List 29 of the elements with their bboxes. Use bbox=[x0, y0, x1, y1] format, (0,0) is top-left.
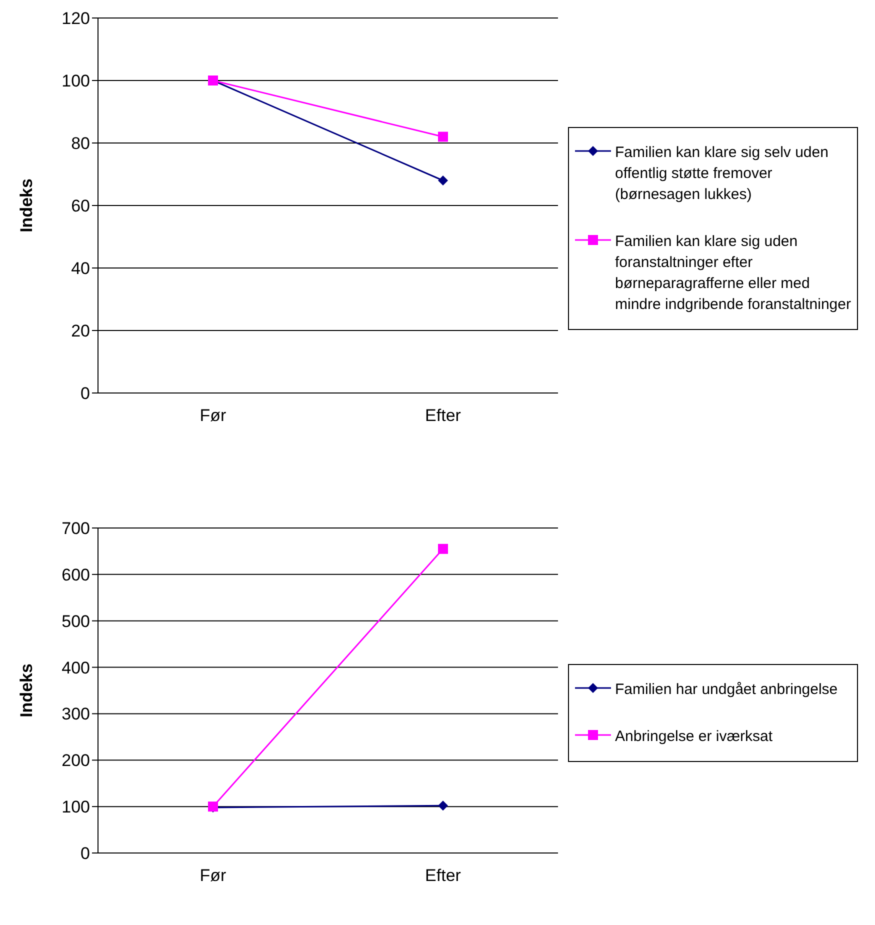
y-tick-label: 500 bbox=[62, 612, 90, 631]
y-tick-label: 600 bbox=[62, 565, 90, 584]
point bbox=[438, 544, 448, 554]
y-axis-title: Indeks bbox=[17, 664, 36, 718]
point bbox=[438, 800, 448, 811]
y-tick-label: 20 bbox=[71, 322, 90, 341]
legend-label: Familien kan klare sig selv uden offentlig støtte fremover (børnesagen lukkes) bbox=[615, 142, 830, 204]
y-tick-label: 60 bbox=[71, 196, 90, 216]
y-axis-title: Indeks bbox=[17, 178, 36, 232]
x-tick-label: Efter bbox=[425, 406, 462, 426]
y-tick-label: 120 bbox=[62, 9, 90, 28]
x-tick-label: Før bbox=[200, 406, 227, 426]
x-tick-label: Efter bbox=[425, 866, 462, 886]
y-tick-label: 400 bbox=[62, 658, 90, 678]
y-tick-label: 700 bbox=[62, 519, 90, 538]
point bbox=[438, 176, 448, 186]
x-tick-label: Før bbox=[200, 866, 227, 886]
y-tick-label: 100 bbox=[62, 72, 90, 91]
y-tick-label: 40 bbox=[71, 259, 90, 278]
legend-label: Familien kan klare sig uden foranstaltninger efter børneparagrafferne eller med mindre indgribende foranstaltninger bbox=[615, 232, 852, 314]
y-tick-label: 80 bbox=[71, 134, 90, 154]
y-tick-label: 0 bbox=[80, 844, 90, 864]
legend-label: Anbringelse er iværksat bbox=[615, 727, 773, 747]
y-tick-label: 300 bbox=[62, 704, 90, 724]
legend-label: Familien har undgået anbringelse bbox=[615, 680, 838, 700]
y-tick-label: 0 bbox=[80, 384, 90, 404]
y-tick-label: 100 bbox=[62, 798, 90, 817]
point bbox=[438, 132, 448, 142]
y-tick-label: 200 bbox=[62, 751, 90, 770]
